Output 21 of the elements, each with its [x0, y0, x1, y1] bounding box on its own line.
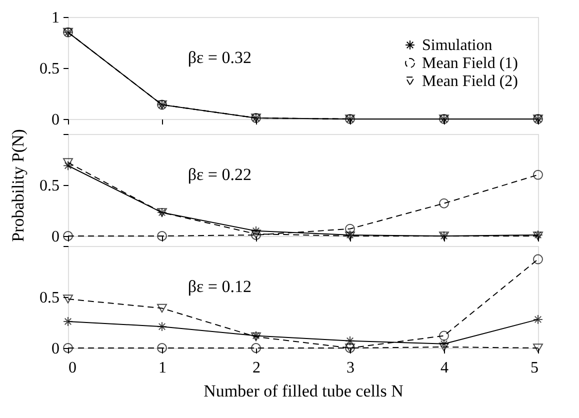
annotation: βε = 0.22 — [188, 164, 252, 184]
annotation: βε = 0.32 — [188, 48, 252, 67]
x-tick-label: 5 — [530, 360, 538, 376]
y-tick-label: 0.5 — [40, 60, 60, 78]
x-tick-label: 4 — [440, 360, 448, 376]
y-tick-label: 0.5 — [40, 178, 60, 194]
x-tick-label: 3 — [346, 360, 354, 376]
y-tick-label: 0.5 — [40, 290, 60, 306]
x-tick-label: 2 — [252, 360, 260, 376]
legend-label: Simulation — [422, 37, 492, 54]
y-axis-title: Probability P(N) — [8, 129, 28, 242]
x-axis-title: Number of filled tube cells N — [204, 382, 404, 400]
x-tick-label: 1 — [158, 360, 166, 376]
legend-label: Mean Field (1) — [422, 55, 518, 72]
y-tick-label: 0 — [52, 228, 60, 246]
x-tick-label: 0 — [68, 360, 76, 376]
annotation: βε = 0.12 — [188, 276, 252, 296]
y-tick-label: 0 — [52, 112, 60, 128]
y-tick-label: 1 — [52, 10, 60, 26]
legend-label: Mean Field (2) — [422, 73, 518, 90]
y-tick-label: 0 — [52, 340, 60, 358]
